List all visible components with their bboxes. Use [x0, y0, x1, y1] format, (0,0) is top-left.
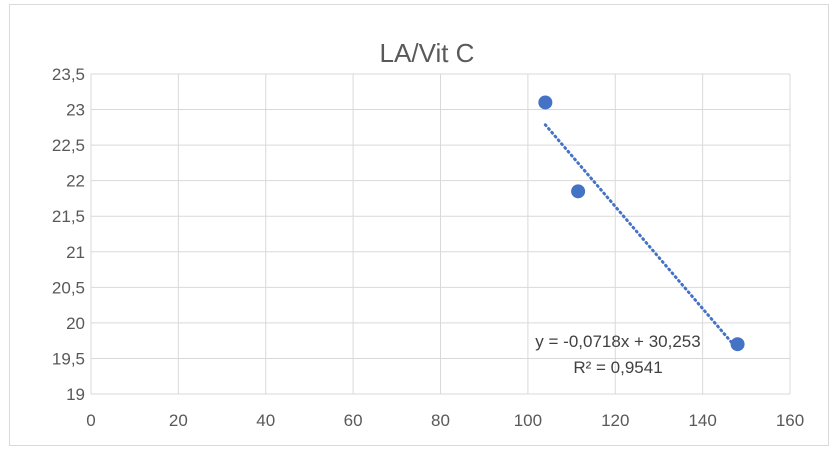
y-tick-label: 19,5 — [52, 349, 85, 368]
y-tick-label: 19 — [66, 385, 85, 404]
x-tick-label: 140 — [688, 411, 716, 430]
y-tick-label: 22,5 — [52, 136, 85, 155]
data-point — [571, 184, 586, 199]
y-tick-label: 23 — [66, 101, 85, 120]
x-tick-label: 60 — [344, 411, 363, 430]
data-points — [538, 95, 745, 352]
x-tick-label: 160 — [776, 411, 804, 430]
y-tick-label: 22 — [66, 172, 85, 191]
y-axis-ticks: 19 19,5 20 20,5 21 21,5 22 22,5 23 23,5 — [52, 65, 85, 404]
x-tick-label: 40 — [256, 411, 275, 430]
y-tick-label: 21 — [66, 243, 85, 262]
grid — [90, 73, 791, 395]
x-tick-label: 80 — [431, 411, 450, 430]
x-tick-label: 0 — [86, 411, 95, 430]
y-tick-label: 20,5 — [52, 278, 85, 297]
trendline — [543, 123, 740, 351]
y-tick-label: 23,5 — [52, 65, 85, 84]
x-tick-label: 120 — [601, 411, 629, 430]
x-axis-ticks: 0 20 40 60 80 100 120 140 160 — [86, 411, 804, 430]
trendline-equation: y = -0,0718x + 30,253 — [535, 332, 700, 351]
trendline-r2: R² = 0,9541 — [573, 358, 662, 377]
chart-title: LA/Vit C — [380, 38, 475, 68]
x-tick-label: 100 — [514, 411, 542, 430]
data-point — [730, 337, 745, 352]
y-tick-label: 21,5 — [52, 207, 85, 226]
trendline-group — [543, 123, 740, 351]
chart-frame — [9, 4, 829, 446]
data-point — [538, 95, 553, 110]
x-tick-label: 20 — [169, 411, 188, 430]
y-tick-label: 20 — [66, 314, 85, 333]
